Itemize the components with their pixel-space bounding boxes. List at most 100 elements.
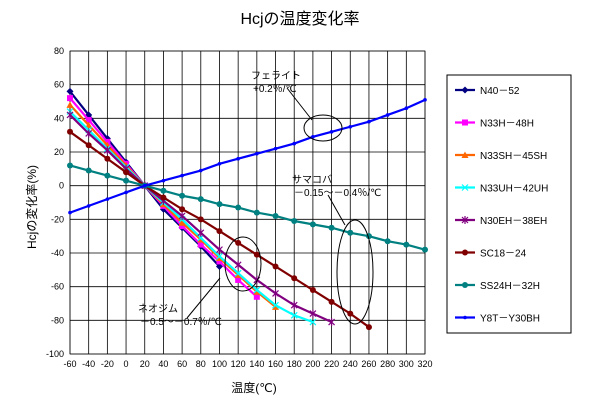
- legend: N40－52 N33H－48H N33SH－45SH N33UH－42UH N30EH－…: [446, 74, 572, 334]
- x-tick-label: 60: [177, 359, 187, 369]
- y-tick-label: -40: [51, 248, 64, 258]
- data-point: [291, 218, 298, 225]
- data-point: [463, 315, 467, 320]
- y-tick-label: 60: [54, 80, 64, 90]
- data-point: [253, 288, 261, 295]
- data-point: [367, 119, 371, 124]
- data-point: [85, 167, 92, 174]
- x-tick-label: 180: [287, 359, 302, 369]
- data-point: [347, 310, 354, 317]
- x-tick-label: 280: [380, 359, 395, 369]
- x-axis-label: 温度(℃): [231, 380, 276, 395]
- data-point: [328, 318, 336, 327]
- data-point: [384, 238, 391, 245]
- data-point: [236, 156, 240, 161]
- data-point: [179, 206, 186, 213]
- data-point: [197, 228, 205, 237]
- data-point: [161, 178, 166, 183]
- data-point: [272, 301, 279, 309]
- data-point: [309, 221, 316, 228]
- x-tick-label: 40: [158, 359, 168, 369]
- data-point: [253, 251, 260, 258]
- data-point: [216, 201, 223, 208]
- data-point: [178, 219, 186, 226]
- data-point: [235, 276, 242, 283]
- data-point: [216, 245, 223, 254]
- data-point: [292, 141, 297, 146]
- data-point: [347, 229, 354, 236]
- chart-title: Hcjの温度変化率: [240, 10, 359, 28]
- plot-background: [69, 50, 426, 355]
- data-point: [68, 210, 72, 215]
- data-point: [85, 121, 93, 129]
- data-point: [385, 113, 390, 117]
- data-point: [462, 282, 468, 288]
- x-tick-label: 140: [249, 359, 264, 369]
- data-point: [66, 87, 74, 95]
- y-axis-label: Hcjの変化率(%): [24, 165, 39, 249]
- legend-item: N30EH－38EH: [455, 216, 547, 227]
- legend-item: Y8T－Y30BH: [455, 314, 540, 325]
- y-tick-label: 80: [54, 46, 64, 56]
- annotation-ellipse: [336, 219, 374, 325]
- data-point: [273, 146, 278, 151]
- data-point: [423, 98, 427, 102]
- annotation-text: －0.5～－0.7％/℃: [140, 317, 222, 328]
- data-point: [142, 183, 147, 188]
- data-point: [309, 318, 317, 326]
- data-point: [123, 169, 130, 176]
- y-tick-label: -100: [46, 349, 64, 359]
- data-point: [404, 106, 409, 111]
- y-tick-label: -60: [51, 282, 64, 292]
- data-point: [178, 211, 186, 220]
- data-point: [328, 298, 335, 305]
- data-point: [67, 128, 73, 135]
- data-point: [461, 184, 469, 191]
- data-point: [103, 146, 111, 155]
- annotation-text: ネオジム: [138, 303, 178, 315]
- legend-label: N33H－48H: [480, 119, 534, 130]
- data-point: [272, 263, 279, 270]
- data-point: [311, 135, 315, 139]
- series-group: [66, 87, 428, 331]
- data-point: [272, 212, 279, 219]
- x-tick-label: 260: [361, 359, 376, 369]
- data-point: [215, 262, 223, 270]
- x-tick-label: 0: [124, 359, 129, 369]
- x-tick-label: 240: [343, 359, 358, 369]
- annotation-text: サマコバ: [292, 174, 332, 186]
- data-point: [290, 301, 298, 310]
- data-point: [234, 260, 242, 269]
- legend-item: SS24H－32H: [455, 281, 540, 292]
- legend-item: SC18－24: [455, 249, 527, 260]
- annotation-pointer: [286, 87, 313, 121]
- x-tick-label: 220: [324, 359, 339, 369]
- data-point: [86, 204, 91, 208]
- legend-item: N33SH－45SH: [455, 151, 547, 162]
- data-point: [365, 324, 372, 331]
- annotation-text: フェライト: [251, 70, 301, 82]
- legend-item: N40－52: [455, 86, 520, 97]
- data-point: [461, 151, 469, 158]
- data-point: [235, 239, 242, 246]
- annotation-ellipse: [224, 236, 262, 292]
- data-point: [85, 142, 92, 149]
- legend-box: [446, 74, 572, 334]
- data-point: [197, 241, 204, 248]
- legend-item: N33H－48H: [455, 119, 534, 130]
- data-point: [272, 303, 280, 310]
- annotation-ellipse: [303, 114, 343, 142]
- data-point: [255, 151, 259, 156]
- data-point: [217, 161, 222, 166]
- data-point: [462, 119, 468, 126]
- annotation-pointer: [327, 194, 346, 226]
- x-tick-labels: -60 -40 -20 0 20 40 60 80 100 120 140 160 180 200 220 2…: [63, 359, 432, 369]
- data-point: [235, 204, 242, 211]
- legend-label: SS24H－32H: [480, 281, 540, 292]
- series-line: [69, 98, 426, 214]
- data-point: [422, 246, 428, 253]
- x-tick-label: -40: [82, 359, 95, 369]
- y-tick-labels: -100 -80 -60 -40 -20 0 20 40 60 80: [46, 46, 64, 359]
- annotation-text: －0.15～－0.4％/℃: [294, 188, 381, 199]
